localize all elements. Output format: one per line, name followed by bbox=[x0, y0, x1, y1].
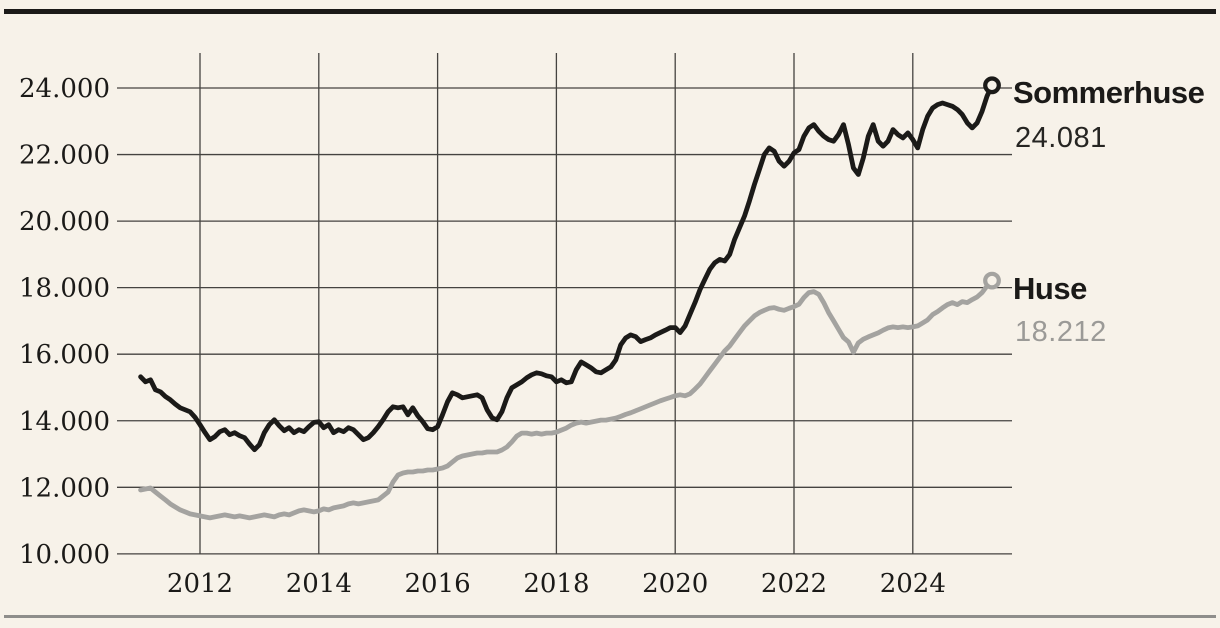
y-tick-label: 10.000 bbox=[19, 540, 110, 570]
bottom-rule bbox=[4, 615, 1216, 618]
series-label-huse: Huse bbox=[1013, 271, 1087, 306]
x-tick-label: 2014 bbox=[286, 569, 352, 599]
x-tick-label: 2018 bbox=[523, 569, 589, 599]
x-tick-label: 2020 bbox=[642, 569, 708, 599]
x-tick-label: 2016 bbox=[405, 569, 471, 599]
y-tick-label: 18.000 bbox=[19, 274, 110, 304]
series-line-sommerhuse bbox=[138, 82, 995, 453]
series-value-huse: 18.212 bbox=[1015, 316, 1107, 348]
series-value-sommerhuse: 24.081 bbox=[1015, 122, 1107, 154]
y-tick-label: 22.000 bbox=[19, 141, 110, 171]
y-tick-label: 20.000 bbox=[19, 207, 110, 237]
y-tick-label: 16.000 bbox=[19, 340, 110, 370]
y-tick-label: 12.000 bbox=[19, 473, 110, 503]
x-tick-label: 2024 bbox=[880, 569, 946, 599]
y-tick-label: 24.000 bbox=[19, 74, 110, 104]
series-line-huse bbox=[138, 278, 995, 521]
series-label-sommerhuse: Sommerhuse bbox=[1013, 75, 1205, 110]
x-tick-label: 2022 bbox=[761, 569, 827, 599]
y-tick-label: 14.000 bbox=[19, 407, 110, 437]
x-tick-label: 2012 bbox=[167, 569, 233, 599]
series-endpoint-marker-sommerhuse bbox=[983, 76, 1001, 95]
top-rule bbox=[4, 9, 1216, 14]
series-endpoint-marker-huse bbox=[983, 271, 1001, 290]
